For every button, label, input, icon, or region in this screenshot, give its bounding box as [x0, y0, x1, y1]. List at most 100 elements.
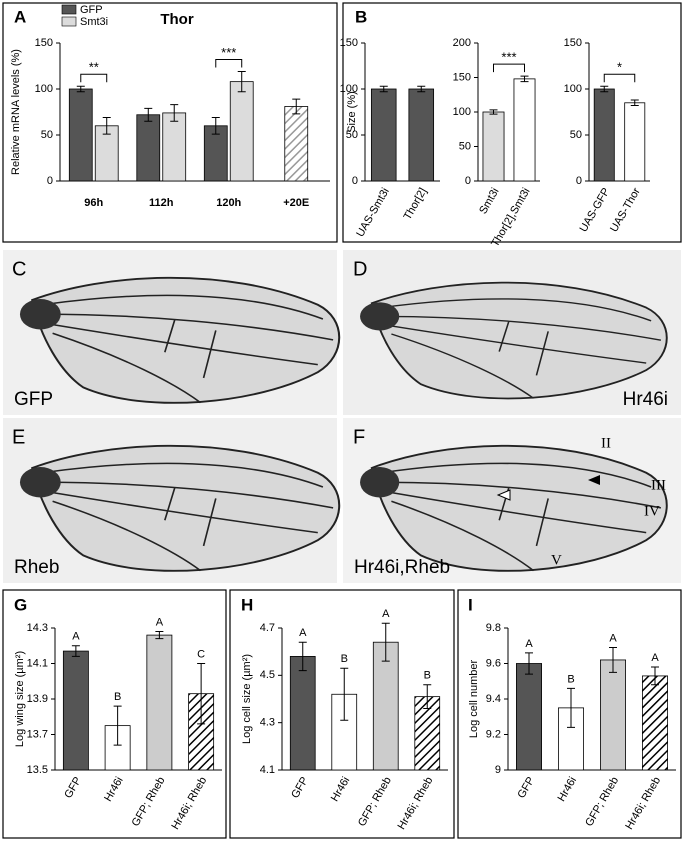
panel-frame — [457, 589, 682, 839]
group-label: A — [72, 631, 80, 643]
error-bar — [417, 85, 426, 93]
bar — [642, 675, 669, 771]
y-tick-label: 100 — [35, 83, 53, 95]
panel-letter: H — [241, 595, 253, 614]
image-label: Hr46i — [623, 389, 668, 410]
bar — [68, 88, 93, 182]
y-axis-label: Size (%) — [346, 91, 358, 133]
y-tick-label: 50 — [570, 129, 582, 141]
y-tick-label: 150 — [453, 71, 471, 83]
error-bar — [381, 622, 390, 662]
error-bar — [520, 75, 529, 83]
panel-frame — [2, 2, 338, 243]
y-axis-label: Log cell size (µm²) — [241, 654, 253, 744]
group-label: A — [609, 632, 617, 644]
y-axis-label: Relative mRNA levels (%) — [10, 49, 22, 175]
significance-label: *** — [221, 45, 236, 60]
group-label: A — [156, 616, 164, 628]
bar — [62, 650, 89, 771]
x-tick-label: GFP; Rheb — [130, 775, 168, 829]
chart-title: Thor — [160, 11, 193, 28]
bar — [513, 78, 536, 182]
bar — [600, 659, 627, 771]
group-label: B — [114, 691, 121, 703]
vein-label: V — [551, 552, 562, 568]
panel-letter: I — [468, 595, 473, 614]
error-bar — [197, 663, 206, 725]
y-tick-label: 50 — [41, 129, 53, 141]
vein-label: III — [651, 477, 666, 493]
x-tick-label: 112h — [149, 197, 174, 209]
y-tick-label: 150 — [35, 37, 53, 49]
y-tick-label: 9.8 — [486, 622, 501, 634]
error-bar — [211, 117, 220, 135]
y-tick-label: 4.5 — [260, 669, 275, 681]
x-tick-label: GFP — [62, 775, 84, 801]
panel-letter: B — [355, 7, 367, 26]
significance-label: * — [617, 60, 622, 75]
bar — [136, 114, 161, 182]
panel-frame — [229, 589, 455, 839]
bar — [408, 88, 435, 182]
x-tick-label: UAS-Smt3i — [354, 186, 392, 239]
y-tick-label: 200 — [453, 37, 471, 49]
x-tick-label: UAS-GFP — [578, 186, 613, 234]
y-tick-label: 13.9 — [27, 693, 48, 705]
x-tick-label: +20E — [283, 197, 309, 209]
vein-label: II — [601, 435, 611, 451]
x-tick-label: GFP — [289, 775, 311, 801]
group-label: B — [424, 670, 431, 682]
significance-label: *** — [501, 50, 516, 65]
bar — [372, 641, 399, 771]
bar — [146, 634, 173, 771]
image-label: Hr46i,Rheb — [354, 557, 450, 578]
y-tick-label: 13.7 — [27, 728, 48, 740]
bar — [516, 663, 543, 771]
error-bar — [144, 107, 153, 122]
error-bar — [567, 687, 575, 728]
y-tick-label: 0 — [352, 175, 358, 187]
significance-bracket — [603, 73, 636, 83]
error-bar — [76, 85, 85, 93]
group-label: A — [382, 608, 390, 620]
x-tick-label: Hr46i — [102, 775, 126, 804]
error-bar — [113, 705, 122, 746]
group-label: B — [341, 653, 348, 665]
bar — [284, 106, 309, 182]
x-tick-label: Hr46i; Rheb — [169, 775, 209, 832]
y-tick-label: 9.4 — [486, 693, 501, 705]
error-bar — [630, 99, 639, 107]
y-tick-label: 50 — [346, 129, 358, 141]
y-tick-label: 9 — [495, 764, 501, 776]
significance-bracket — [80, 73, 108, 83]
y-tick-label: 4.7 — [260, 622, 275, 634]
error-bar — [651, 666, 659, 686]
x-tick-label: Hr46i; Rheb — [623, 775, 663, 832]
legend-swatch — [61, 16, 77, 27]
group-label: A — [299, 627, 307, 639]
y-tick-label: 100 — [564, 83, 582, 95]
y-axis-label: Log cell number — [468, 660, 480, 739]
y-tick-label: 13.5 — [27, 764, 48, 776]
legend-swatch — [61, 4, 77, 15]
y-tick-label: 4.1 — [260, 764, 275, 776]
error-bar — [600, 85, 609, 93]
vein-label: IV — [644, 503, 660, 519]
arrowhead — [588, 475, 600, 485]
group-label: C — [197, 648, 205, 660]
y-tick-label: 4.3 — [260, 717, 275, 729]
bar — [593, 88, 615, 182]
x-tick-label: Hr46i; Rheb — [396, 775, 436, 832]
image-label: GFP — [14, 389, 53, 410]
significance-bracket — [493, 63, 525, 73]
panel-letter: A — [14, 7, 26, 26]
panel-letter: C — [12, 258, 26, 280]
group-label: B — [567, 673, 574, 685]
bar — [370, 88, 397, 182]
y-tick-label: 150 — [340, 37, 358, 49]
error-bar — [340, 667, 349, 721]
error-bar — [379, 85, 388, 93]
x-tick-label: GFP; Rheb — [356, 775, 394, 829]
image-label: Rheb — [14, 557, 59, 578]
